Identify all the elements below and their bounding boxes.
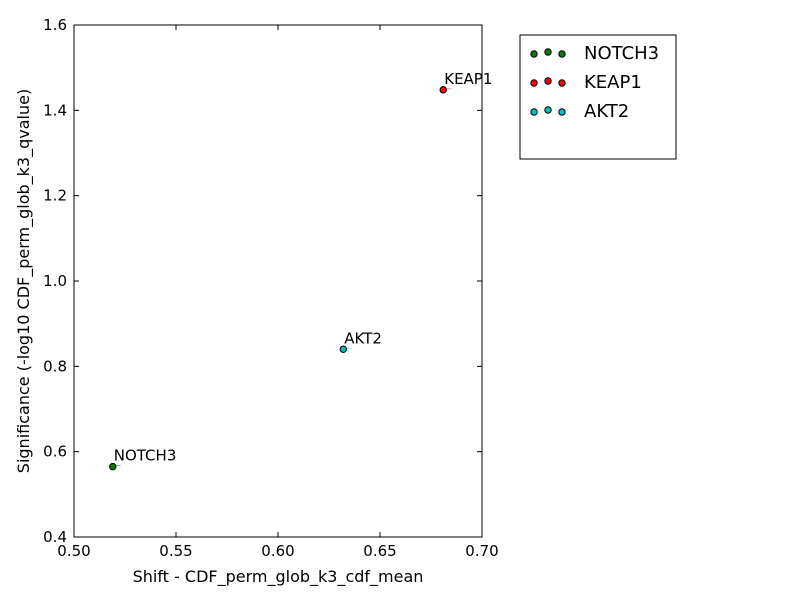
legend-marker [558,50,566,58]
legend-marker [544,106,552,114]
x-tick-label: 0.70 [465,542,498,560]
y-tick-label: 1.2 [43,187,67,205]
x-tick-label: 0.50 [57,542,90,560]
x-axis-label: Shift - CDF_perm_glob_k3_cdf_mean [133,567,424,587]
point-label: NOTCH3 [114,447,177,465]
legend-marker [544,77,552,85]
point-label: AKT2 [344,329,382,347]
y-tick-label: 1.4 [43,101,67,119]
y-tick-label: 0.8 [43,357,67,375]
data-point [339,345,347,353]
x-tick-label: 0.65 [363,542,396,560]
legend-marker [544,48,552,56]
legend-marker [530,50,538,58]
plot-area: 0.50 0.55 0.60 0.65 0.70 0.4 0.6 0.8 1.0 1.2 1.4 1.… [43,16,499,560]
legend-label: AKT2 [584,101,629,122]
legend-marker [558,79,566,87]
legend-label: NOTCH3 [584,43,659,64]
y-tick-label: 1.0 [43,272,67,290]
legend-marker [558,108,566,116]
y-tick-label: 1.6 [43,16,67,34]
y-axis-label: Significance (-log10 CDF_perm_glob_k3_qv… [14,89,34,473]
point-label: KEAP1 [444,70,492,88]
data-point [439,86,447,94]
y-tick-label: 0.4 [43,528,67,546]
legend-label: KEAP1 [584,72,642,93]
legend: NOTCH3 KEAP1 AKT2 [519,34,677,160]
legend-box [519,34,677,160]
legend-marker [530,79,538,87]
x-tick-label: 0.60 [261,542,294,560]
legend-marker [530,108,538,116]
x-tick-label: 0.55 [159,542,192,560]
plot-frame [73,24,483,538]
y-tick-label: 0.6 [43,443,67,461]
data-point [109,462,117,471]
